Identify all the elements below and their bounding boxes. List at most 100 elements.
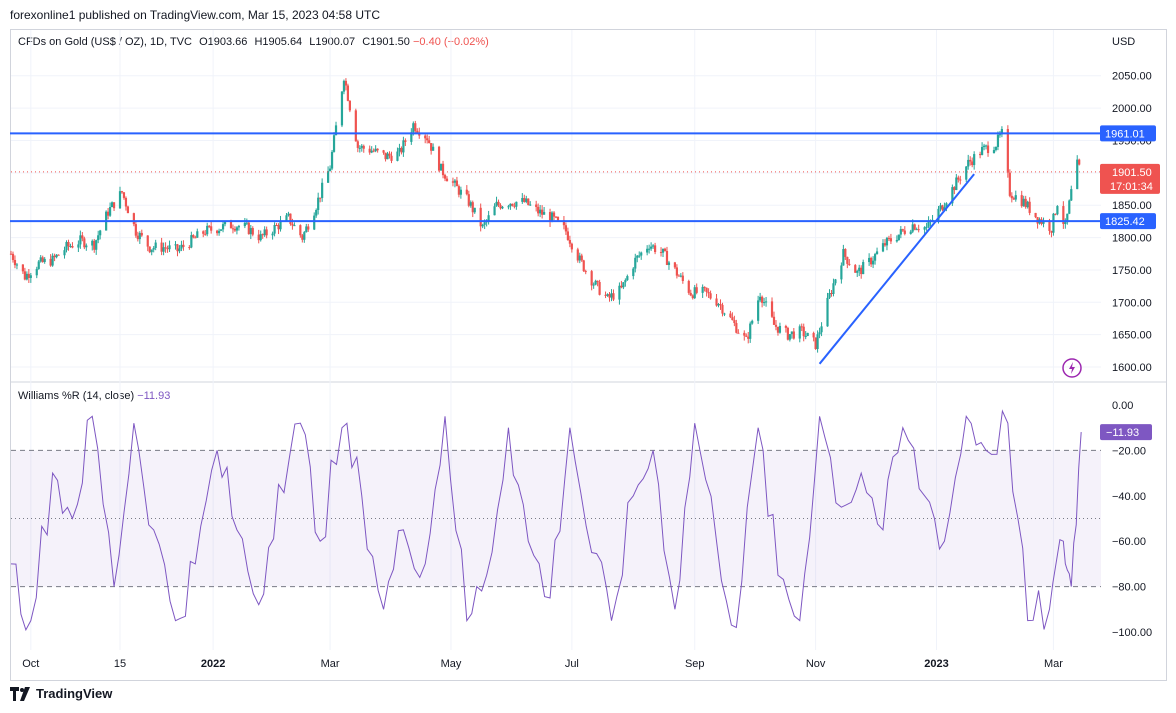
candle-body (487, 215, 490, 221)
candle-body (386, 153, 389, 160)
candle-body (848, 263, 851, 266)
candle-body (344, 80, 348, 86)
candle-body (1056, 206, 1059, 215)
candle-body (653, 245, 657, 253)
candle-body (582, 260, 585, 272)
candle-body (206, 225, 209, 235)
candle-body (798, 326, 801, 339)
williams-line (10, 409, 1082, 632)
candle-body (844, 249, 847, 257)
candle-body (495, 201, 498, 207)
time-tick-label: 2023 (924, 658, 948, 670)
candle-body (774, 324, 778, 327)
candle-body (691, 295, 694, 299)
candle-body (576, 249, 579, 261)
candle-body (820, 326, 823, 333)
candle-body (937, 208, 940, 220)
candle-body (717, 304, 720, 306)
time-tick-label: Mar (1044, 658, 1063, 670)
candle-body (786, 327, 789, 340)
price-tick-label: 1850.00 (1112, 200, 1152, 212)
candle-body (984, 145, 988, 147)
williams-current-label: −11.93 (1106, 427, 1139, 439)
candle-body (548, 212, 552, 222)
candle-body (911, 224, 914, 232)
candle-body (265, 229, 268, 236)
candle-body (897, 234, 900, 240)
candle-body (229, 221, 233, 229)
candle-body (358, 147, 361, 149)
candle-body (93, 240, 96, 250)
candle-body (915, 229, 918, 231)
candle-body (317, 197, 320, 210)
candle-body (646, 248, 649, 253)
candle-body (709, 293, 712, 299)
price-tick-label: 1650.00 (1112, 330, 1152, 342)
candle-body (410, 132, 413, 142)
candle-body (525, 198, 528, 202)
candle-body (362, 145, 365, 149)
price-tick-label: 2050.00 (1112, 71, 1152, 83)
candle-body (126, 206, 130, 214)
candle-body (83, 238, 86, 248)
candle-body (659, 252, 663, 254)
countdown-label: 17:01:34 (1110, 181, 1153, 193)
candle-body (735, 323, 738, 333)
candle-body (372, 150, 375, 152)
candle-body (562, 220, 566, 226)
candle-body (1068, 200, 1071, 214)
candle-body (146, 235, 149, 247)
candle-body (953, 187, 956, 191)
candle-body (939, 205, 942, 209)
candle-body (441, 163, 445, 176)
candle-body (330, 151, 334, 169)
candle-body (723, 313, 726, 315)
candle-body (1042, 220, 1045, 224)
candle-body (610, 293, 613, 298)
candle-body (618, 285, 621, 300)
candle-body (707, 291, 710, 294)
candle-body (913, 224, 916, 230)
candle-body (875, 251, 879, 255)
candle-body (980, 146, 984, 155)
candle-body (543, 212, 546, 215)
candle-body (622, 282, 625, 288)
candle-body (430, 143, 433, 151)
candle-body (275, 225, 278, 227)
candle-body (23, 271, 26, 280)
candle-body (95, 240, 98, 250)
candle-body (233, 228, 237, 231)
candle-body (400, 147, 403, 153)
tradingview-footer[interactable]: TradingView (10, 686, 112, 701)
tradingview-logo-icon (10, 686, 30, 701)
candle-body (1064, 222, 1067, 224)
candle-body (832, 283, 835, 294)
time-tick-label: Oct (22, 658, 39, 670)
candle-body (521, 197, 524, 202)
candle-body (110, 202, 114, 208)
candle-body (279, 220, 282, 230)
candle-body (307, 226, 310, 230)
candle-body (677, 275, 680, 277)
candle-body (182, 244, 185, 248)
candle-body (705, 287, 708, 292)
candle-body (354, 110, 357, 142)
candle-body (467, 194, 470, 206)
candle-body (802, 326, 805, 337)
candle-body (499, 205, 502, 209)
candle-body (204, 233, 207, 235)
candle-body (719, 304, 722, 306)
candle-body (107, 211, 110, 216)
candle-body (180, 244, 183, 249)
candle-body (164, 247, 167, 249)
level-label: 1825.42 (1105, 216, 1145, 228)
price-tick-label: 1700.00 (1112, 297, 1152, 309)
price-tick-label: 2000.00 (1112, 103, 1152, 115)
candle-body (608, 294, 611, 298)
candle-body (665, 250, 669, 265)
candle-body (245, 222, 248, 224)
candle-body (138, 232, 141, 240)
williams-tick-label: −80.00 (1112, 582, 1146, 594)
candle-body (507, 206, 510, 208)
